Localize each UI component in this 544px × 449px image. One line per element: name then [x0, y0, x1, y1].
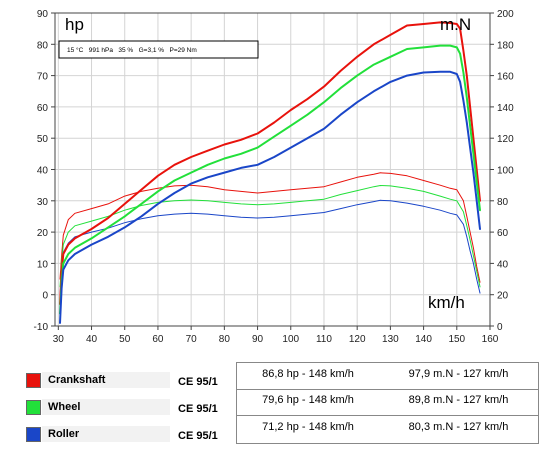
x-tick-label: 130 [382, 334, 399, 345]
max-torque-value: 89,8 m.N - 127 km/h [408, 394, 509, 406]
series-crankshaft-torque [59, 172, 481, 283]
result-row-crankshaft: 86,8 hp - 148 km/h 97,9 m.N - 127 km/h [237, 363, 538, 390]
right-tick-label: 40 [497, 259, 509, 270]
legend-item-crankshaft: Crankshaft [22, 371, 170, 391]
x-tick-label: 120 [349, 334, 366, 345]
standard-label-wheel: CE 95/1 [178, 403, 218, 415]
left-tick-label: 80 [37, 40, 49, 51]
legend-band [42, 426, 170, 442]
right-tick-label: 160 [497, 72, 514, 83]
x-axis-unit: km/h [428, 293, 465, 312]
right-tick-label: 60 [497, 228, 509, 239]
result-row-roller: 71,2 hp - 148 km/h 80,3 m.N - 127 km/h [237, 416, 538, 442]
x-tick-label: 110 [316, 334, 332, 345]
left-tick-label: 60 [37, 103, 49, 114]
right-tick-label: 100 [497, 166, 514, 177]
series-crankshaft-power [59, 21, 481, 306]
max-power-value: 86,8 hp - 148 km/h [262, 368, 354, 380]
left-axis-unit: hp [65, 15, 84, 34]
left-tick-label: -10 [34, 322, 49, 333]
results-table: 86,8 hp - 148 km/h 97,9 m.N - 127 km/h 7… [236, 362, 539, 444]
left-tick-label: 50 [37, 134, 49, 145]
x-tick-label: 30 [53, 334, 65, 345]
legend-item-roller: Roller [22, 425, 170, 445]
legend-swatch [26, 373, 41, 388]
max-power-value: 71,2 hp - 148 km/h [262, 421, 354, 433]
conditions-text: 15 °C 991 hPa 35 % G=3,1 % P=29 Nm [67, 46, 197, 54]
x-tick-label: 160 [482, 334, 499, 345]
x-tick-label: 150 [448, 334, 465, 345]
right-tick-label: 200 [497, 9, 514, 20]
left-tick-label: 70 [37, 72, 49, 83]
right-axis-unit: m.N [440, 15, 471, 34]
axis-ticks: 30 40 50 60 70 80 90 100 110 120 130 140 150 160-1001… [34, 9, 515, 345]
legend-band [42, 372, 170, 388]
legend-swatch [26, 400, 41, 415]
right-tick-label: 180 [497, 40, 514, 51]
result-row-wheel: 79,6 hp - 148 km/h 89,8 m.N - 127 km/h [237, 389, 538, 416]
left-tick-label: 20 [37, 228, 49, 239]
max-torque-value: 80,3 m.N - 127 km/h [408, 421, 509, 433]
right-tick-label: 120 [497, 134, 514, 145]
series-roller-power [59, 70, 481, 324]
series-lines [59, 21, 481, 324]
legend-label: Roller [48, 428, 80, 440]
x-tick-label: 40 [86, 334, 98, 345]
right-tick-label: 80 [497, 197, 509, 208]
legend-swatch [26, 427, 41, 442]
right-tick-label: 140 [497, 103, 514, 114]
standard-label-crankshaft: CE 95/1 [178, 376, 218, 388]
left-tick-label: 40 [37, 166, 49, 177]
legend-band [42, 399, 170, 415]
max-power-value: 79,6 hp - 148 km/h [262, 394, 354, 406]
dyno-chart: 30 40 50 60 70 80 90 100 110 120 130 140 150 160-1001… [34, 9, 515, 345]
conditions-box [58, 40, 259, 59]
left-tick-label: 0 [42, 291, 48, 302]
max-torque-value: 97,9 m.N - 127 km/h [408, 368, 509, 380]
x-tick-label: 50 [119, 334, 131, 345]
legend-label: Wheel [48, 401, 81, 413]
left-tick-label: 30 [37, 197, 49, 208]
left-tick-label: 10 [37, 259, 49, 270]
right-tick-label: 0 [497, 322, 503, 333]
right-tick-label: 20 [497, 291, 509, 302]
x-tick-label: 70 [186, 334, 198, 345]
standard-label-roller: CE 95/1 [178, 430, 218, 442]
x-tick-label: 100 [282, 334, 299, 345]
left-tick-label: 90 [37, 9, 49, 20]
legend-label: Crankshaft [48, 374, 106, 386]
series-wheel-torque [59, 185, 481, 288]
x-tick-label: 140 [415, 334, 432, 345]
series-wheel-power [59, 44, 481, 315]
x-tick-label: 80 [219, 334, 231, 345]
x-tick-label: 90 [252, 334, 264, 345]
legend-item-wheel: Wheel [22, 398, 170, 418]
x-tick-label: 60 [152, 334, 164, 345]
